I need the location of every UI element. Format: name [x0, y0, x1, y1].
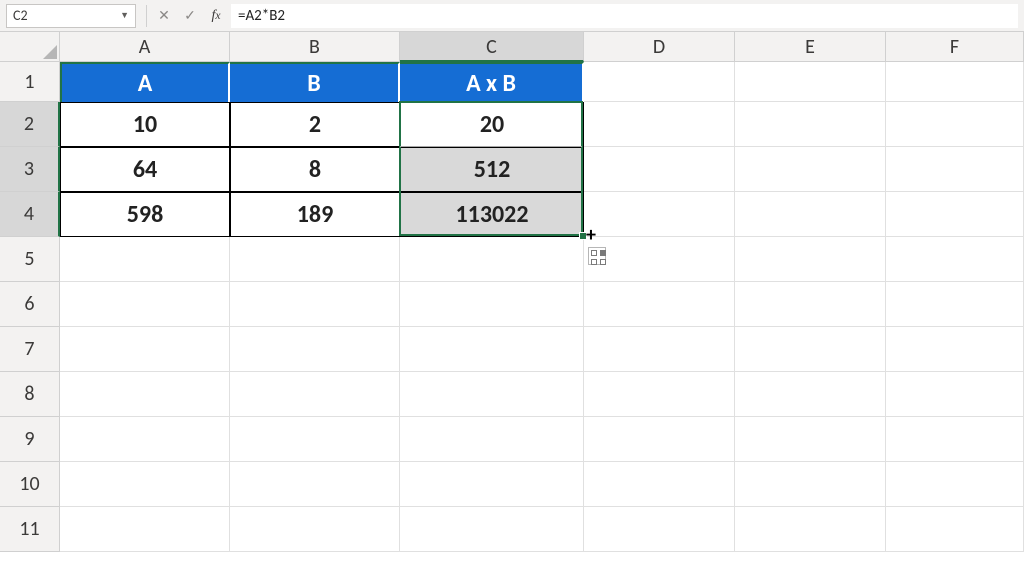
cell-A7[interactable]: [60, 327, 230, 372]
cell-B9[interactable]: [230, 417, 400, 462]
cell-C1[interactable]: A x B: [400, 62, 584, 102]
row-header-6[interactable]: 6: [0, 282, 60, 327]
row-header-10[interactable]: 10: [0, 462, 60, 507]
row-header-8[interactable]: 8: [0, 372, 60, 417]
cell-A3[interactable]: 64: [60, 147, 230, 192]
cell-A10[interactable]: [60, 462, 230, 507]
cell-D4[interactable]: [584, 192, 735, 237]
autofill-options-button[interactable]: [588, 247, 606, 265]
cell-B1[interactable]: B: [230, 62, 400, 102]
cell-F1[interactable]: [886, 62, 1024, 102]
cancel-icon[interactable]: ✕: [151, 4, 177, 28]
cell-F4[interactable]: [886, 192, 1024, 237]
separator: [146, 5, 147, 27]
row-header-3[interactable]: 3: [0, 147, 60, 192]
cell-D11[interactable]: [584, 507, 735, 552]
name-box[interactable]: C2 ▼: [6, 4, 136, 28]
cell-F8[interactable]: [886, 372, 1024, 417]
cell-C9[interactable]: [400, 417, 584, 462]
cell-E1[interactable]: [735, 62, 886, 102]
row-header-1[interactable]: 1: [0, 62, 60, 102]
cell-E10[interactable]: [735, 462, 886, 507]
fx-icon[interactable]: fx: [203, 4, 229, 28]
cell-A5[interactable]: [60, 237, 230, 282]
cell-C2[interactable]: 20: [400, 102, 584, 147]
cell-E4[interactable]: [735, 192, 886, 237]
cell-D10[interactable]: [584, 462, 735, 507]
cell-B10[interactable]: [230, 462, 400, 507]
cell-C6[interactable]: [400, 282, 584, 327]
column-header-C[interactable]: C: [400, 32, 584, 62]
cell-B7[interactable]: [230, 327, 400, 372]
cell-A4[interactable]: 598: [60, 192, 230, 237]
cell-F11[interactable]: [886, 507, 1024, 552]
row-header-5[interactable]: 5: [0, 237, 60, 282]
cell-F9[interactable]: [886, 417, 1024, 462]
cell-B6[interactable]: [230, 282, 400, 327]
cell-F5[interactable]: [886, 237, 1024, 282]
cell-D3[interactable]: [584, 147, 735, 192]
formula-bar: C2 ▼ ✕ ✓ fx =A2*B2: [0, 0, 1024, 32]
cell-D7[interactable]: [584, 327, 735, 372]
name-box-value: C2: [13, 7, 120, 24]
cell-B11[interactable]: [230, 507, 400, 552]
cell-F3[interactable]: [886, 147, 1024, 192]
column-header-F[interactable]: F: [886, 32, 1024, 62]
formula-text: =A2*B2: [238, 7, 285, 25]
row-header-7[interactable]: 7: [0, 327, 60, 372]
cell-E7[interactable]: [735, 327, 886, 372]
cell-C5[interactable]: [400, 237, 584, 282]
cell-A1[interactable]: A: [60, 62, 230, 102]
fill-handle[interactable]: [579, 232, 587, 240]
cell-F2[interactable]: [886, 102, 1024, 147]
column-header-E[interactable]: E: [735, 32, 886, 62]
cell-F7[interactable]: [886, 327, 1024, 372]
cell-E8[interactable]: [735, 372, 886, 417]
cell-D6[interactable]: [584, 282, 735, 327]
cell-E6[interactable]: [735, 282, 886, 327]
cell-E2[interactable]: [735, 102, 886, 147]
cell-E5[interactable]: [735, 237, 886, 282]
row-header-11[interactable]: 11: [0, 507, 60, 552]
cell-B2[interactable]: 2: [230, 102, 400, 147]
cell-E3[interactable]: [735, 147, 886, 192]
row-header-4[interactable]: 4: [0, 192, 60, 237]
chevron-down-icon[interactable]: ▼: [120, 10, 129, 21]
cell-B5[interactable]: [230, 237, 400, 282]
cell-E9[interactable]: [735, 417, 886, 462]
cell-B8[interactable]: [230, 372, 400, 417]
cell-A6[interactable]: [60, 282, 230, 327]
cell-F6[interactable]: [886, 282, 1024, 327]
cell-A2[interactable]: 10: [60, 102, 230, 147]
row-header-2[interactable]: 2: [0, 102, 60, 147]
cell-C4[interactable]: 113022: [400, 192, 584, 237]
cell-A9[interactable]: [60, 417, 230, 462]
confirm-icon[interactable]: ✓: [177, 4, 203, 28]
cell-A11[interactable]: [60, 507, 230, 552]
column-header-D[interactable]: D: [584, 32, 735, 62]
cell-C3[interactable]: 512: [400, 147, 584, 192]
select-all-corner[interactable]: [0, 32, 60, 62]
cell-B4[interactable]: 189: [230, 192, 400, 237]
cell-D8[interactable]: [584, 372, 735, 417]
column-header-B[interactable]: B: [230, 32, 400, 62]
cell-C8[interactable]: [400, 372, 584, 417]
column-header-A[interactable]: A: [60, 32, 230, 62]
cell-C11[interactable]: [400, 507, 584, 552]
cell-D2[interactable]: [584, 102, 735, 147]
cell-D1[interactable]: [584, 62, 735, 102]
cell-F10[interactable]: [886, 462, 1024, 507]
cell-A8[interactable]: [60, 372, 230, 417]
row-header-9[interactable]: 9: [0, 417, 60, 462]
selection-divider: [400, 146, 582, 147]
cell-C7[interactable]: [400, 327, 584, 372]
formula-input[interactable]: =A2*B2: [231, 4, 1018, 28]
cell-D9[interactable]: [584, 417, 735, 462]
cell-C10[interactable]: [400, 462, 584, 507]
cell-E11[interactable]: [735, 507, 886, 552]
spreadsheet-grid[interactable]: ABCDEF1ABA x B21022036485124598189113022…: [0, 32, 1024, 552]
cell-B3[interactable]: 8: [230, 147, 400, 192]
